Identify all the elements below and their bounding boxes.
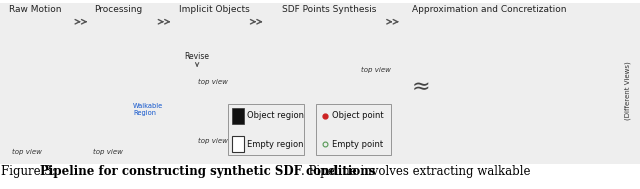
Text: Waikable
Region: Waikable Region xyxy=(133,103,163,116)
Text: top view: top view xyxy=(198,138,227,144)
Text: ≈: ≈ xyxy=(412,77,431,97)
Text: top view: top view xyxy=(361,67,390,73)
Text: top view: top view xyxy=(93,149,122,155)
Text: Empty point: Empty point xyxy=(332,140,383,149)
Text: . Pipeline involves extracting walkable: . Pipeline involves extracting walkable xyxy=(301,165,531,178)
Text: top view: top view xyxy=(198,79,227,85)
Bar xyxy=(232,136,244,152)
Text: Raw Motion: Raw Motion xyxy=(9,5,61,14)
Text: Processing: Processing xyxy=(94,5,143,14)
Text: Empty region: Empty region xyxy=(247,140,303,149)
Bar xyxy=(232,108,244,124)
Text: Object region: Object region xyxy=(247,111,304,120)
Text: Pipeline for constructing synthetic SDF conditions: Pipeline for constructing synthetic SDF … xyxy=(40,165,376,178)
FancyBboxPatch shape xyxy=(0,3,640,164)
Text: Figure 3:: Figure 3: xyxy=(1,165,60,178)
Text: Revise: Revise xyxy=(184,52,210,61)
Text: Object point: Object point xyxy=(332,111,383,120)
Text: SDF Points Synthesis: SDF Points Synthesis xyxy=(282,5,377,14)
Text: Implicit Objects: Implicit Objects xyxy=(179,5,250,14)
Text: Approximation and Concretization: Approximation and Concretization xyxy=(412,5,567,14)
Text: (Different Views): (Different Views) xyxy=(625,61,631,120)
Text: top view: top view xyxy=(12,149,42,155)
